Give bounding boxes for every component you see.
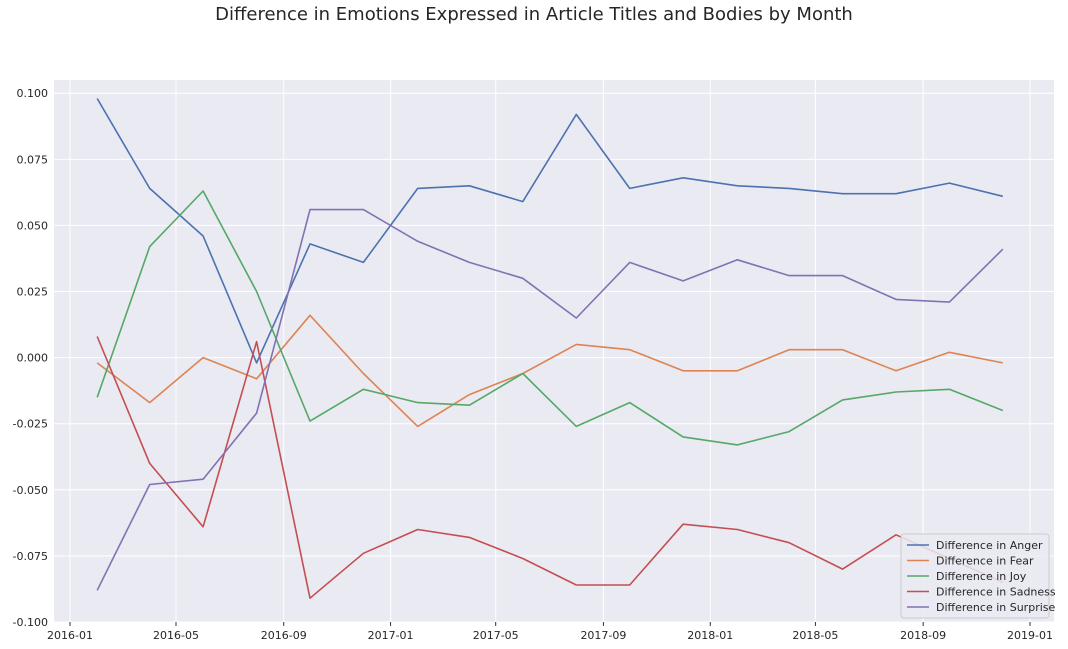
series-line-difference-in-sadness: [96, 336, 1004, 600]
x-tick-label: 2016-09: [261, 629, 307, 642]
y-tick-label: 0.025: [17, 286, 49, 299]
y-tick-label: -0.100: [13, 616, 48, 629]
legend-label: Difference in Fear: [936, 555, 1034, 568]
y-tick-label: 0.050: [17, 219, 49, 232]
legend-label: Difference in Joy: [936, 570, 1027, 583]
series-line-difference-in-anger: [96, 98, 1003, 364]
x-tick-label: 2019-01: [1007, 629, 1053, 642]
x-tick-label: 2018-01: [687, 629, 733, 642]
legend-label: Difference in Surprise: [936, 601, 1055, 614]
series-lines: [96, 98, 1004, 600]
y-tick-label: -0.075: [13, 550, 48, 563]
y-tick-label: -0.050: [13, 484, 48, 497]
series-line-difference-in-surprise: [96, 208, 1004, 591]
grid-lines: [54, 80, 1054, 623]
legend: Difference in Anger Difference in Fear Dif…: [900, 533, 1056, 619]
chart-title: Difference in Emotions Expressed in Arti…: [215, 4, 853, 25]
x-tick-label: 2017-01: [368, 629, 414, 642]
x-tick-label: 2016-05: [153, 629, 199, 642]
y-tick-label: -0.025: [13, 418, 48, 431]
legend-label: Difference in Anger: [936, 539, 1043, 552]
y-tick-label: 0.100: [17, 87, 49, 100]
y-tick-label: 0.000: [17, 352, 49, 365]
x-tick-label: 2016-01: [47, 629, 93, 642]
y-axis-ticks: 0.100 0.075 0.050 0.025 0.000 -0.025 -0.050 -0.…: [13, 87, 48, 629]
plot-area: [54, 80, 1054, 622]
x-tick-label: 2018-05: [792, 629, 838, 642]
x-axis-ticks: 2016-01 2016-05 2016-09 2017-01 2017-05 2017-…: [47, 622, 1053, 642]
y-tick-label: 0.075: [17, 153, 49, 166]
legend-label: Difference in Sadness: [936, 586, 1056, 599]
x-tick-label: 2017-09: [580, 629, 626, 642]
legend-box: [900, 533, 1050, 619]
x-tick-label: 2017-05: [473, 629, 519, 642]
series-line-difference-in-joy: [96, 190, 1004, 446]
x-tick-label: 2018-09: [900, 629, 946, 642]
